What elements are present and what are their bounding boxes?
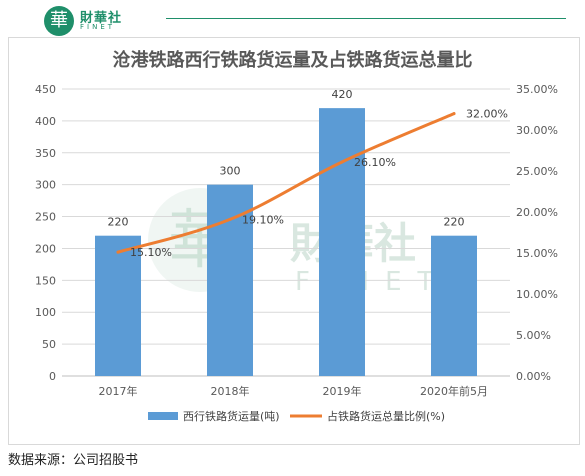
left-axis-tick-label: 0 (49, 370, 56, 383)
right-axis-tick-label: 5.00% (516, 329, 551, 342)
line-data-label: 15.10% (130, 246, 172, 259)
logo-sub: FINET (80, 23, 116, 31)
left-axis-tick-label: 350 (35, 147, 56, 160)
right-axis-tick-label: 10.00% (516, 288, 558, 301)
right-axis-tick-label: 35.00% (516, 83, 558, 96)
logo-badge: 華 (44, 6, 74, 36)
x-axis-tick-label: 2017年 (99, 384, 138, 398)
line-data-label: 26.10% (354, 156, 396, 169)
left-axis-tick-label: 50 (42, 338, 56, 351)
line-data-label: 32.00% (466, 108, 508, 121)
line-point (340, 160, 344, 164)
right-axis-tick-label: 30.00% (516, 124, 558, 137)
line-point (452, 112, 456, 116)
left-axis-tick-label: 150 (35, 274, 56, 287)
series-line (116, 112, 456, 254)
right-axis-tick-label: 25.00% (516, 165, 558, 178)
bar-data-label: 300 (220, 165, 241, 178)
bar (95, 235, 141, 376)
bar-data-label: 420 (332, 88, 353, 101)
x-axis-tick-label: 2020年前5月 (420, 384, 488, 398)
line-point (116, 250, 120, 254)
header-divider (166, 18, 566, 19)
chart-title: 沧港铁路西行铁路货运量及占铁路货运总量比 (112, 50, 473, 71)
legend-label-bar: 西行铁路货运量(吨) (183, 409, 280, 423)
left-axis-tick-label: 450 (35, 83, 56, 96)
left-axis-tick-label: 250 (35, 211, 56, 224)
left-axis-tick-label: 400 (35, 115, 56, 128)
line-data-label: 19.10% (242, 213, 284, 226)
right-axis-tick-label: 20.00% (516, 206, 558, 219)
bar-data-label: 220 (108, 216, 129, 229)
legend-label-line: 占铁路货运总量比例(%) (327, 409, 445, 423)
right-axis-tick-label: 0.00% (516, 370, 551, 383)
bar (319, 108, 365, 376)
chart-frame (8, 37, 580, 445)
source-note: 数据来源：公司招股书 (8, 453, 139, 468)
watermark-sub: FINET (295, 267, 449, 297)
left-axis-tick-label: 100 (35, 306, 56, 319)
line-point (228, 217, 232, 221)
bar-data-label: 220 (444, 216, 465, 229)
x-axis-tick-label: 2019年 (323, 384, 362, 398)
logo-name: 財華社 (80, 11, 123, 26)
bar (207, 184, 253, 376)
legend-swatch-bar (148, 412, 178, 420)
left-axis-tick-label: 200 (35, 242, 56, 255)
x-axis-tick-label: 2018年 (211, 384, 250, 398)
bar (431, 235, 477, 376)
left-axis-tick-label: 300 (35, 179, 56, 192)
brand-logo: 華 財華社 FINET (44, 6, 164, 36)
right-axis-tick-label: 15.00% (516, 247, 558, 260)
